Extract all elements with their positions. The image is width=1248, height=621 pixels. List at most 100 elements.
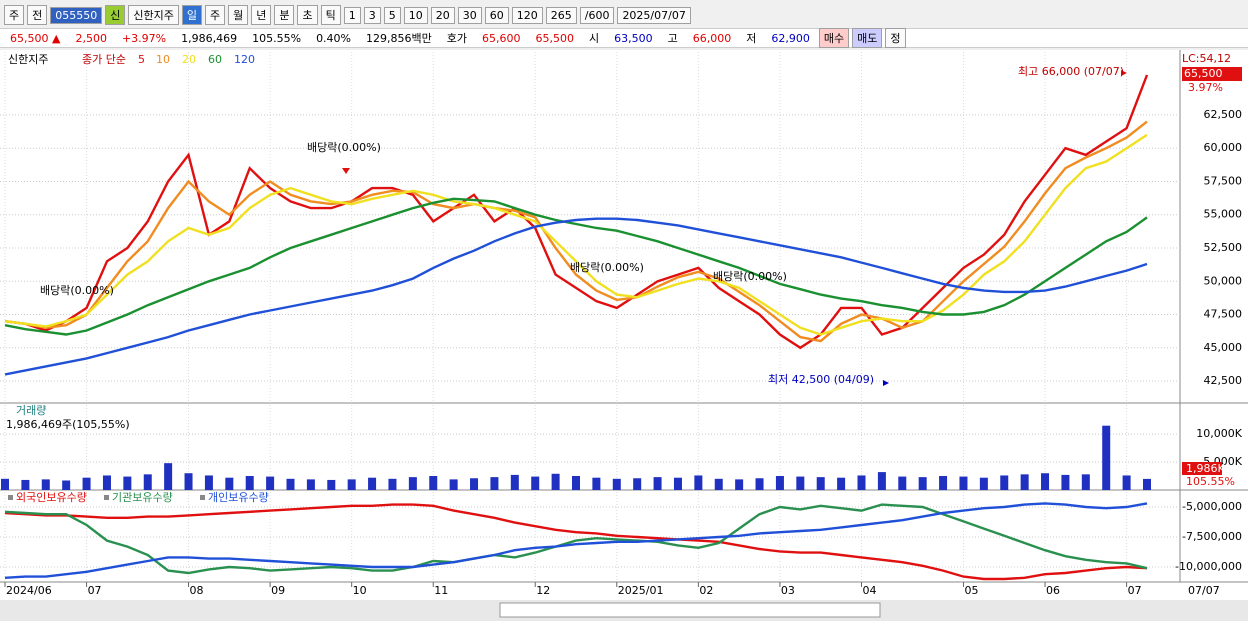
volume-bar <box>490 477 499 490</box>
toolbar-button[interactable]: 분 <box>274 5 295 25</box>
volume-bar <box>551 473 560 490</box>
volume-bar <box>470 478 479 490</box>
series-line <box>4 503 1148 581</box>
x-tick-label: 11 <box>434 584 448 597</box>
volume-bar <box>979 477 988 490</box>
volume-bar <box>694 475 703 490</box>
volume-bar <box>898 476 907 490</box>
volume-bar <box>82 477 91 490</box>
right-label: 65,500 <box>1184 67 1223 80</box>
quote-field: 105.55% <box>252 31 302 45</box>
toolbar-button[interactable]: 틱 <box>320 5 341 25</box>
volume-bar <box>164 463 173 490</box>
toolbar-button[interactable]: 년 <box>251 5 272 25</box>
quote-field: 66,000 <box>692 31 732 45</box>
legend-entry: 60 <box>208 53 222 66</box>
x-tick-label: 2025/01 <box>618 584 664 597</box>
x-tick-label: 09 <box>271 584 285 597</box>
quote-bar: 65,500 ▲ 2,500 +3.97% 1,986,469 105.55% 0.40%… <box>0 28 1248 48</box>
quote-field: 저 <box>746 32 757 45</box>
right-label: 1,986K <box>1186 462 1225 475</box>
toolbar-button[interactable]: 전 <box>27 5 48 25</box>
x-tick-label: 10 <box>353 584 367 597</box>
volume-bar <box>592 477 601 490</box>
annotation: 배당락(0.00%) <box>307 141 381 154</box>
volume-bar <box>857 475 866 490</box>
y-tick-label: 50,000 <box>1204 274 1243 287</box>
volume-bar <box>266 476 275 490</box>
volume-bar <box>572 476 580 490</box>
volume-bar <box>204 475 213 490</box>
legend-swatch <box>8 495 13 500</box>
quote-field: 65,500 <box>535 31 575 45</box>
volume-bar <box>1020 474 1029 490</box>
volume-bar <box>775 476 784 490</box>
quote-field: 129,856백만 <box>366 32 432 45</box>
volume-bar <box>245 476 254 490</box>
toolbar-button[interactable]: 60 <box>484 6 509 24</box>
volume-bar <box>327 479 336 490</box>
right-label: LC:54,12 <box>1182 52 1231 65</box>
toolbar-button[interactable]: 신 <box>105 5 126 25</box>
order-button[interactable]: 정 <box>885 28 906 48</box>
x-tick-label: 08 <box>190 584 204 597</box>
x-end-label: 07/07 <box>1188 584 1220 597</box>
quote-field: +3.97% <box>121 31 167 45</box>
volume-bar <box>653 477 662 490</box>
toolbar-button[interactable]: 055550 <box>50 6 103 24</box>
right-label: 3.97% <box>1188 81 1223 94</box>
toolbar-button[interactable]: 120 <box>511 6 543 24</box>
volume-bar <box>796 476 805 490</box>
y-tick-label: 10,000K <box>1196 427 1242 440</box>
toolbar-button[interactable]: 주 <box>4 5 25 25</box>
toolbar-button[interactable]: 30 <box>457 6 482 24</box>
legend-entry: 기관보유수량 <box>112 491 173 504</box>
volume-bar <box>41 479 50 490</box>
toolbar-button[interactable]: 3 <box>363 6 381 24</box>
toolbar-button[interactable]: 주 <box>204 5 226 25</box>
legend-entry: 10 <box>156 53 170 66</box>
y-tick-label: 60,000 <box>1204 141 1243 154</box>
toolbar-button[interactable]: 월 <box>228 5 249 25</box>
legend-prefix: 종가 단순 <box>82 53 126 66</box>
arrow <box>342 168 350 174</box>
quote-field: 62,900 <box>771 31 810 45</box>
volume-bar <box>714 478 723 490</box>
volume-bar <box>755 478 764 490</box>
toolbar-button[interactable]: 2025/07/07 <box>617 6 691 24</box>
toolbar-button[interactable]: 일 <box>181 5 202 25</box>
y-tick-label: 47,500 <box>1204 308 1243 321</box>
toolbar-button[interactable]: /600 <box>579 6 615 24</box>
legend-swatch <box>104 495 109 500</box>
volume-bar <box>123 476 132 490</box>
x-tick-label: 03 <box>781 584 795 597</box>
legend-entry: 외국인보유수량 <box>16 491 87 504</box>
volume-bar <box>939 476 948 490</box>
annotation: 배당락(0.00%) <box>570 261 644 274</box>
x-tick-label: 07 <box>88 584 102 597</box>
quote-field: 고 <box>667 32 678 45</box>
order-button[interactable]: 매수 <box>818 28 850 48</box>
toolbar-button[interactable]: 초 <box>297 5 318 25</box>
panel-name: 거래량 <box>16 404 46 417</box>
toolbar-button[interactable]: 265 <box>545 6 577 24</box>
toolbar-button[interactable]: 5 <box>383 6 401 24</box>
x-tick-label: 07 <box>1128 584 1142 597</box>
series-line <box>4 197 1148 336</box>
toolbar-button[interactable]: 10 <box>403 6 428 24</box>
volume-bar <box>1 478 9 490</box>
order-button[interactable]: 매도 <box>852 28 883 48</box>
y-tick-label: 62,500 <box>1204 108 1243 121</box>
y-tick-label: 55,000 <box>1204 208 1243 221</box>
volume-badge <box>1182 462 1222 475</box>
arrow <box>883 380 889 386</box>
toolbar-button[interactable]: 20 <box>430 6 455 24</box>
toolbar-button[interactable]: 신한지주 <box>128 5 179 25</box>
volume-bar <box>1041 473 1050 490</box>
toolbar-button[interactable]: 1 <box>343 6 361 24</box>
y-tick-label: -5,000,000 <box>1182 500 1242 513</box>
scroll-thumb[interactable] <box>499 602 881 618</box>
volume-bar <box>633 478 642 490</box>
volume-bar <box>225 477 234 490</box>
